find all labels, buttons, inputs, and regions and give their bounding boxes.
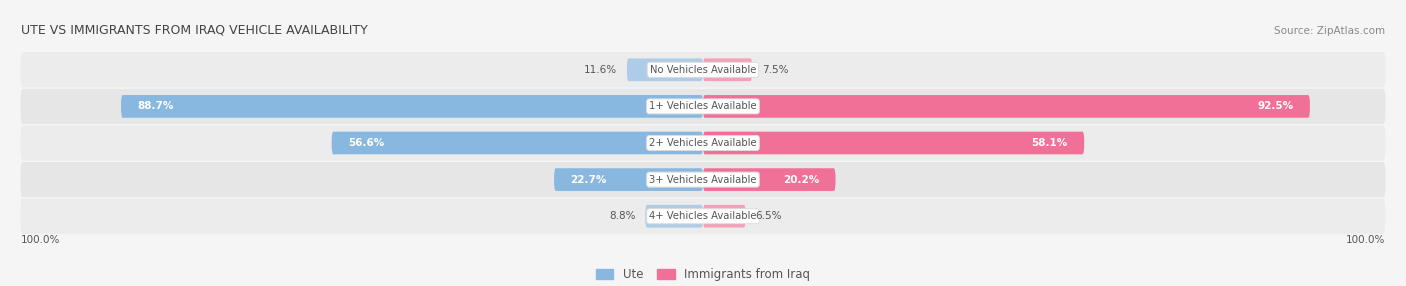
Text: 2+ Vehicles Available: 2+ Vehicles Available — [650, 138, 756, 148]
Text: 11.6%: 11.6% — [583, 65, 617, 75]
FancyBboxPatch shape — [703, 205, 745, 228]
Text: 20.2%: 20.2% — [783, 175, 820, 184]
FancyBboxPatch shape — [554, 168, 703, 191]
Text: Source: ZipAtlas.com: Source: ZipAtlas.com — [1274, 26, 1385, 36]
FancyBboxPatch shape — [627, 58, 703, 81]
Text: 4+ Vehicles Available: 4+ Vehicles Available — [650, 211, 756, 221]
Text: 92.5%: 92.5% — [1257, 102, 1294, 111]
Legend: Ute, Immigrants from Iraq: Ute, Immigrants from Iraq — [591, 263, 815, 286]
Text: 100.0%: 100.0% — [1346, 235, 1385, 245]
Text: 88.7%: 88.7% — [138, 102, 174, 111]
FancyBboxPatch shape — [645, 205, 703, 228]
FancyBboxPatch shape — [703, 132, 1084, 154]
Text: 8.8%: 8.8% — [609, 211, 636, 221]
FancyBboxPatch shape — [21, 126, 1385, 160]
FancyBboxPatch shape — [703, 95, 1310, 118]
FancyBboxPatch shape — [21, 52, 1385, 87]
FancyBboxPatch shape — [332, 132, 703, 154]
Text: 7.5%: 7.5% — [762, 65, 789, 75]
Text: 56.6%: 56.6% — [349, 138, 384, 148]
Text: 3+ Vehicles Available: 3+ Vehicles Available — [650, 175, 756, 184]
Text: 6.5%: 6.5% — [755, 211, 782, 221]
Text: 22.7%: 22.7% — [571, 175, 607, 184]
FancyBboxPatch shape — [21, 162, 1385, 197]
FancyBboxPatch shape — [121, 95, 703, 118]
Text: No Vehicles Available: No Vehicles Available — [650, 65, 756, 75]
FancyBboxPatch shape — [21, 199, 1385, 234]
Text: 58.1%: 58.1% — [1032, 138, 1067, 148]
FancyBboxPatch shape — [703, 168, 835, 191]
Text: 100.0%: 100.0% — [21, 235, 60, 245]
Text: 1+ Vehicles Available: 1+ Vehicles Available — [650, 102, 756, 111]
FancyBboxPatch shape — [703, 58, 752, 81]
Text: UTE VS IMMIGRANTS FROM IRAQ VEHICLE AVAILABILITY: UTE VS IMMIGRANTS FROM IRAQ VEHICLE AVAI… — [21, 23, 367, 36]
FancyBboxPatch shape — [21, 89, 1385, 124]
